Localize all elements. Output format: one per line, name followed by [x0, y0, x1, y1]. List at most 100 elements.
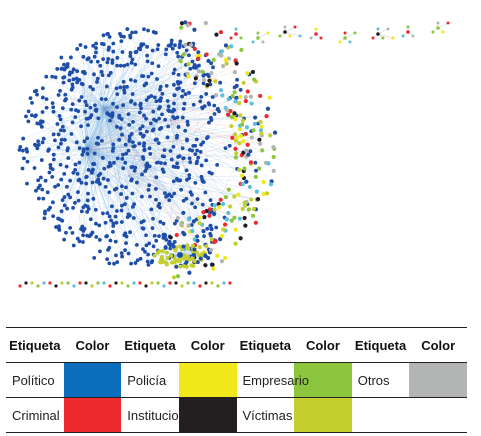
- network-node: [75, 47, 80, 51]
- network-edge: [112, 96, 202, 152]
- network-node: [51, 132, 56, 137]
- network-node: [128, 230, 132, 235]
- network-node: [145, 53, 150, 58]
- network-node: [76, 190, 80, 194]
- network-node: [201, 81, 206, 86]
- network-edge: [85, 29, 145, 151]
- network-edge: [62, 77, 64, 221]
- network-edge: [103, 104, 124, 109]
- network-edge: [103, 107, 203, 109]
- network-node: [179, 25, 184, 30]
- network-node: [406, 30, 410, 34]
- network-node: [115, 124, 119, 129]
- network-node: [165, 99, 170, 103]
- network-edge: [169, 119, 226, 231]
- network-node: [48, 281, 52, 285]
- network-edge: [103, 33, 109, 109]
- network-node: [93, 103, 97, 108]
- network-node: [183, 128, 188, 133]
- network-node: [111, 49, 116, 54]
- network-edge: [85, 33, 108, 151]
- network-node: [195, 197, 200, 201]
- network-node: [112, 187, 117, 192]
- network-graph: [17, 20, 450, 288]
- network-edge: [76, 71, 105, 109]
- network-node: [234, 151, 239, 156]
- network-edge: [59, 107, 105, 220]
- network-node: [149, 207, 154, 212]
- network-node: [118, 85, 123, 90]
- network-edge: [85, 205, 225, 218]
- network-node: [133, 165, 138, 170]
- network-node: [259, 124, 264, 129]
- network-edge: [85, 125, 241, 151]
- network-edge: [85, 63, 212, 151]
- network-node: [91, 87, 95, 92]
- network-node: [107, 261, 112, 266]
- network-node: [98, 249, 102, 254]
- network-node: [100, 41, 104, 46]
- network-node: [223, 57, 228, 62]
- network-node: [124, 241, 128, 246]
- network-node: [148, 194, 152, 199]
- network-edge: [103, 107, 167, 197]
- network-node: [209, 247, 214, 253]
- network-edge: [103, 36, 125, 109]
- network-node: [136, 46, 141, 51]
- network-node: [131, 216, 136, 220]
- network-edge: [105, 66, 198, 187]
- network-edge: [85, 134, 236, 151]
- network-node: [48, 162, 53, 167]
- network-node: [73, 200, 77, 205]
- network-node: [166, 124, 171, 129]
- network-node: [41, 196, 46, 201]
- network-edge: [64, 76, 105, 109]
- network-node: [155, 47, 160, 52]
- network-node: [152, 117, 156, 122]
- network-node: [266, 161, 271, 166]
- network-node: [207, 78, 212, 83]
- network-node: [150, 226, 155, 231]
- network-node: [172, 239, 177, 244]
- network-node: [446, 21, 450, 25]
- network-node: [199, 163, 204, 168]
- network-edge: [85, 149, 116, 190]
- network-node: [207, 213, 212, 218]
- network-node: [176, 125, 181, 129]
- network-edge: [39, 149, 87, 186]
- network-node: [240, 122, 245, 127]
- network-node: [142, 113, 146, 118]
- network-edge: [103, 107, 204, 256]
- network-node: [181, 88, 185, 93]
- network-node: [156, 160, 160, 165]
- network-edge: [90, 86, 213, 98]
- network-node: [155, 137, 159, 142]
- network-node: [166, 108, 171, 113]
- network-node: [211, 57, 216, 63]
- network-node: [106, 47, 111, 52]
- network-node: [165, 193, 170, 198]
- network-node: [156, 141, 161, 146]
- network-edge: [85, 149, 150, 244]
- network-node: [234, 96, 238, 100]
- network-node: [73, 115, 78, 120]
- network-edge: [109, 170, 187, 264]
- network-edge: [85, 149, 190, 176]
- network-edge: [87, 107, 105, 139]
- network-edge: [103, 107, 183, 118]
- network-edge: [82, 84, 148, 262]
- network-node: [133, 62, 138, 67]
- legend-header-color-3: Color: [294, 327, 352, 363]
- network-edge: [169, 119, 260, 140]
- network-edge: [169, 119, 245, 169]
- network-edge: [85, 149, 114, 232]
- network-edge: [171, 46, 184, 160]
- network-node: [165, 255, 170, 260]
- legend-label-otros: Otros: [351, 362, 410, 398]
- network-node: [78, 281, 82, 285]
- network-node: [21, 136, 26, 141]
- network-edge: [85, 64, 136, 151]
- network-node: [176, 54, 181, 59]
- network-edge: [103, 107, 218, 166]
- network-node: [91, 43, 96, 48]
